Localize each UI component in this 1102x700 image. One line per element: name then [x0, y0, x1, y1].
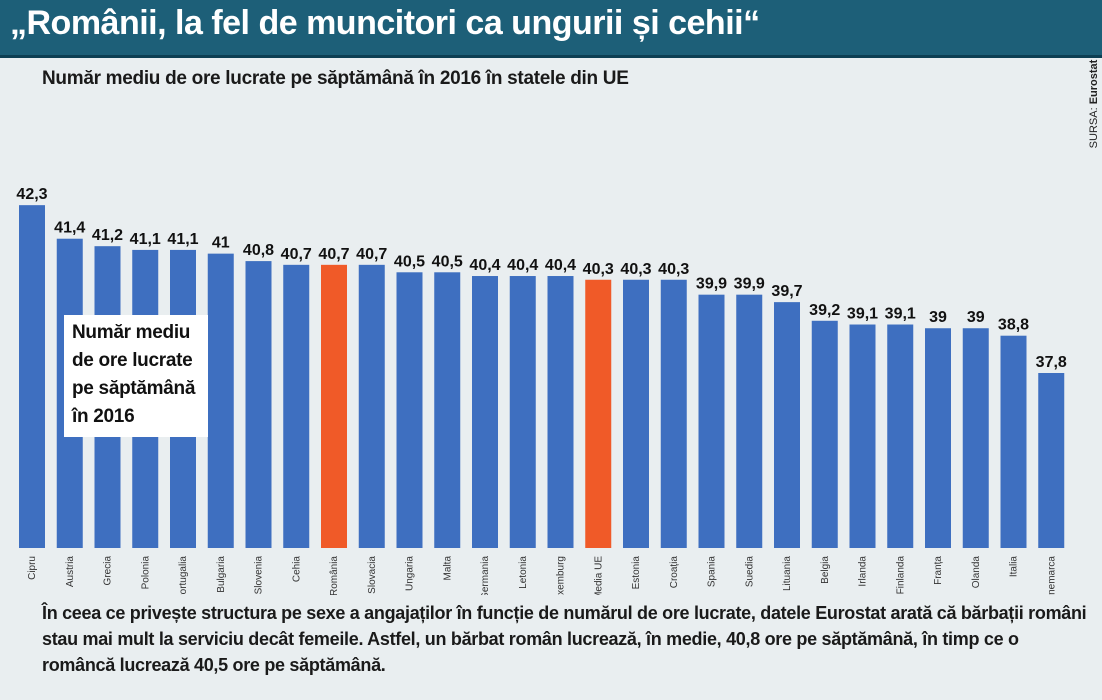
bar-croația — [660, 279, 687, 548]
bar-ungaria — [396, 272, 423, 548]
bar-lituania — [774, 302, 800, 548]
bar-media ue — [585, 279, 612, 548]
footer-text: În ceea ce privește structura pe sexe a … — [42, 603, 1087, 675]
value-label: 37,8 — [1036, 354, 1067, 371]
category-label: Bulgaria — [216, 556, 227, 593]
category-label: Austria — [65, 556, 76, 588]
bar-olanda — [962, 328, 989, 548]
value-label: 40,4 — [545, 257, 576, 274]
page-title: „Românii, la fel de muncitori ca ungurii… — [10, 4, 760, 42]
category-label: Cehia — [291, 556, 302, 583]
bar-bulgaria — [207, 253, 234, 548]
bar-slovacia — [358, 264, 385, 548]
value-label: 40,8 — [243, 242, 274, 259]
bar-slovenia — [245, 261, 272, 548]
value-label: 40,7 — [281, 246, 312, 263]
legend-box: Număr mediu de ore lucrate pe săptămână … — [64, 315, 208, 437]
category-label: Media UE — [593, 556, 604, 595]
value-label: 40,4 — [507, 257, 538, 274]
bar-belgia — [811, 320, 838, 548]
bar-luxemburg — [547, 276, 574, 548]
bar-cipru — [19, 205, 45, 548]
bar-letonia — [509, 276, 536, 548]
value-label: 40,7 — [356, 246, 387, 263]
value-label: 39,1 — [885, 306, 916, 323]
source-label: SURSA: — [1088, 107, 1100, 149]
value-label: 41 — [212, 235, 230, 252]
bar-finlanda — [887, 324, 914, 548]
bar-cehia — [283, 264, 310, 548]
bar-germania — [472, 276, 498, 548]
value-label: 40,3 — [583, 261, 614, 278]
legend-text: Număr mediu de ore lucrate pe săptămână … — [72, 322, 196, 427]
category-label: Grecia — [103, 556, 114, 586]
category-label: Portugalia — [178, 556, 189, 595]
category-label: Letonia — [518, 556, 529, 589]
header-banner: „Românii, la fel de muncitori ca ungurii… — [0, 0, 1102, 58]
value-label: 41,2 — [92, 227, 123, 244]
bar-irlanda — [849, 324, 876, 548]
value-label: 40,5 — [432, 253, 463, 270]
bar-suedia — [736, 294, 763, 548]
chart-subtitle: Număr mediu de ore lucrate pe săptămână … — [42, 68, 629, 89]
source-note: SURSA: Eurostat — [1087, 60, 1101, 160]
bar-românia — [321, 264, 347, 548]
value-label: 39,7 — [771, 283, 802, 300]
value-label: 39,2 — [809, 302, 840, 319]
category-label: Estonia — [631, 556, 642, 590]
value-label: 40,3 — [620, 261, 651, 278]
value-label: 39,1 — [847, 306, 878, 323]
category-label: Germania — [480, 556, 491, 595]
value-label: 38,8 — [998, 317, 1029, 334]
value-label: 40,7 — [318, 246, 349, 263]
value-label: 40,5 — [394, 253, 425, 270]
value-label: 39 — [929, 309, 947, 326]
bar-spania — [698, 294, 725, 548]
category-label: Finlanda — [895, 556, 906, 595]
bar-estonia — [623, 279, 649, 548]
value-label: 42,3 — [16, 186, 47, 203]
category-label: Slovenia — [254, 556, 265, 595]
value-label: 40,3 — [658, 261, 689, 278]
category-label: Ungaria — [405, 556, 416, 591]
bar-malta — [434, 272, 461, 548]
category-label: Danemarca — [1046, 556, 1057, 595]
category-label: România — [329, 556, 340, 595]
category-label: Belgia — [820, 556, 831, 584]
category-label: Franța — [933, 556, 944, 585]
category-label: Suedia — [744, 556, 755, 588]
bar-danemarca — [1038, 373, 1065, 548]
category-label: Spania — [707, 556, 718, 588]
value-label: 41,1 — [167, 231, 198, 248]
value-label: 39,9 — [734, 276, 765, 293]
category-label: Slovacia — [367, 556, 378, 594]
value-label: 41,4 — [54, 220, 85, 237]
value-label: 39,9 — [696, 276, 727, 293]
bar-franța — [925, 328, 951, 548]
value-label: 39 — [967, 309, 985, 326]
bar-italia — [1000, 335, 1027, 548]
value-label: 40,4 — [469, 257, 500, 274]
category-label: Cipru — [27, 556, 38, 580]
category-label: Lituania — [782, 556, 793, 591]
category-label: Italia — [1009, 556, 1020, 578]
category-label: Polonia — [140, 556, 151, 590]
category-label: Olanda — [971, 556, 982, 589]
source-text: SURSA: Eurostat — [1088, 59, 1100, 149]
category-label: Malta — [442, 556, 453, 581]
category-label: Luxemburg — [556, 556, 567, 595]
value-label: 41,1 — [130, 231, 161, 248]
category-label: Croația — [669, 556, 680, 589]
category-label: Irlanda — [858, 556, 869, 587]
source-name: Eurostat — [1088, 59, 1100, 105]
